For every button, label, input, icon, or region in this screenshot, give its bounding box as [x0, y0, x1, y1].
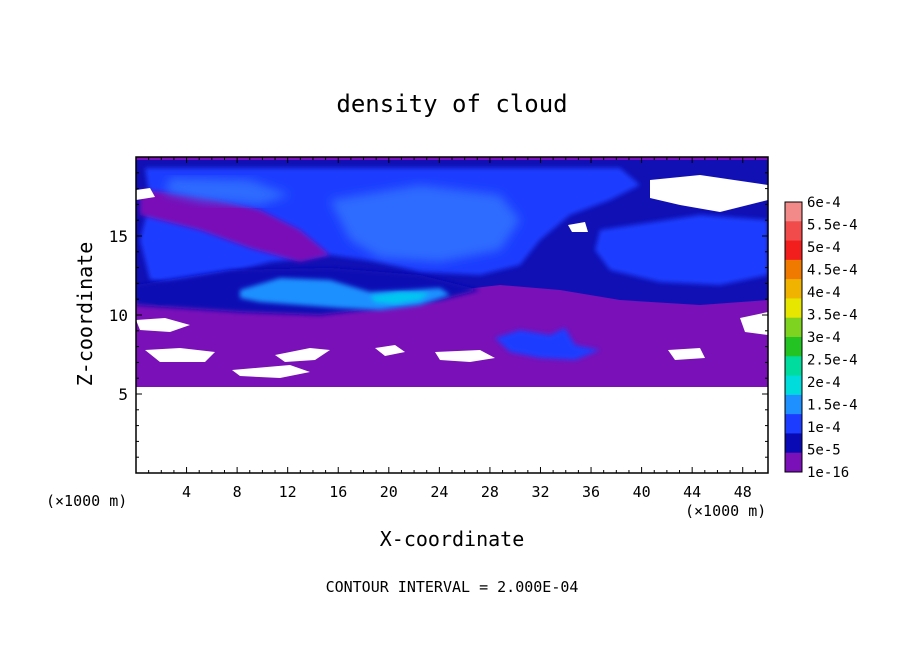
right-blue-patch	[595, 215, 768, 285]
colorbar: 6e-4 5.5e-4 5e-4 4.5e-4 4e-4 3.5e-4 3e-4 2.5e-4…	[784, 195, 858, 481]
colorbar-swatch	[785, 259, 802, 280]
x-tick-label: 4	[182, 483, 191, 501]
colorbar-swatch	[785, 279, 802, 299]
x-tick-label: 28	[481, 483, 499, 501]
colorbar-swatch	[785, 221, 802, 242]
colorbar-label: 3e-4	[807, 330, 841, 346]
left-lighter-patch	[165, 178, 290, 205]
y-tick-label: 5	[118, 385, 128, 404]
x-tick-label: 16	[329, 483, 347, 501]
heatmap-field	[136, 157, 768, 473]
contour-interval: CONTOUR INTERVAL = 2.000E-04	[326, 578, 579, 596]
x-tick-label: 44	[683, 483, 701, 501]
colorbar-swatch	[785, 394, 802, 415]
colorbar-label: 2e-4	[807, 375, 841, 391]
y-axis: 5 10 15	[109, 172, 768, 458]
y-tick-label: 10	[109, 306, 128, 325]
colorbar-label: 3.5e-4	[807, 308, 858, 324]
colorbar-label: 6e-4	[807, 195, 841, 211]
lighter-blue-core	[330, 185, 520, 262]
colorbar-frame	[784, 201, 803, 473]
y-tick-label: 15	[109, 227, 128, 246]
x-unit-left: (×1000 m)	[46, 492, 127, 510]
cloud-gaps	[136, 175, 768, 473]
colorbar-label: 5e-4	[807, 240, 841, 256]
colorbar-label: 5.5e-4	[807, 218, 858, 234]
colorbar-label: 5e-5	[807, 443, 841, 459]
colorbar-label: 1e-16	[807, 465, 849, 481]
colorbar-swatch	[785, 240, 802, 261]
colorbar-swatch	[785, 337, 802, 357]
x-axis-label: X-coordinate	[380, 527, 525, 551]
colorbar-swatch	[785, 433, 802, 454]
y-axis-label: Z-coordinate	[73, 242, 97, 387]
colorbar-swatch	[785, 317, 802, 338]
colorbar-swatch	[785, 202, 802, 222]
x-axis: 4 8 12 16 20 24 28 32 36 40 44 48	[148, 157, 756, 501]
colorbar-swatch	[785, 298, 802, 319]
x-tick-label: 12	[279, 483, 297, 501]
x-tick-label: 20	[380, 483, 398, 501]
x-tick-label: 32	[531, 483, 549, 501]
x-tick-label: 48	[734, 483, 752, 501]
colorbar-label: 2.5e-4	[807, 353, 858, 369]
colorbar-swatch	[785, 356, 802, 377]
x-tick-label: 24	[430, 483, 448, 501]
colorbar-label: 1e-4	[807, 420, 841, 436]
x-unit-right: (×1000 m)	[685, 502, 766, 520]
cyan-core	[370, 292, 430, 304]
colorbar-swatch	[785, 375, 802, 396]
mid-purple-streak	[140, 190, 330, 262]
colorbar-swatch	[785, 414, 802, 434]
convective-cell	[495, 328, 600, 360]
colorbar-label: 1.5e-4	[807, 398, 858, 414]
x-tick-label: 36	[582, 483, 600, 501]
chart-title: density of cloud	[336, 90, 567, 118]
x-tick-label: 8	[233, 483, 242, 501]
colorbar-label: 4e-4	[807, 285, 841, 301]
colorbar-swatch	[785, 452, 802, 473]
x-tick-label: 40	[633, 483, 651, 501]
colorbar-label: 4.5e-4	[807, 263, 858, 279]
